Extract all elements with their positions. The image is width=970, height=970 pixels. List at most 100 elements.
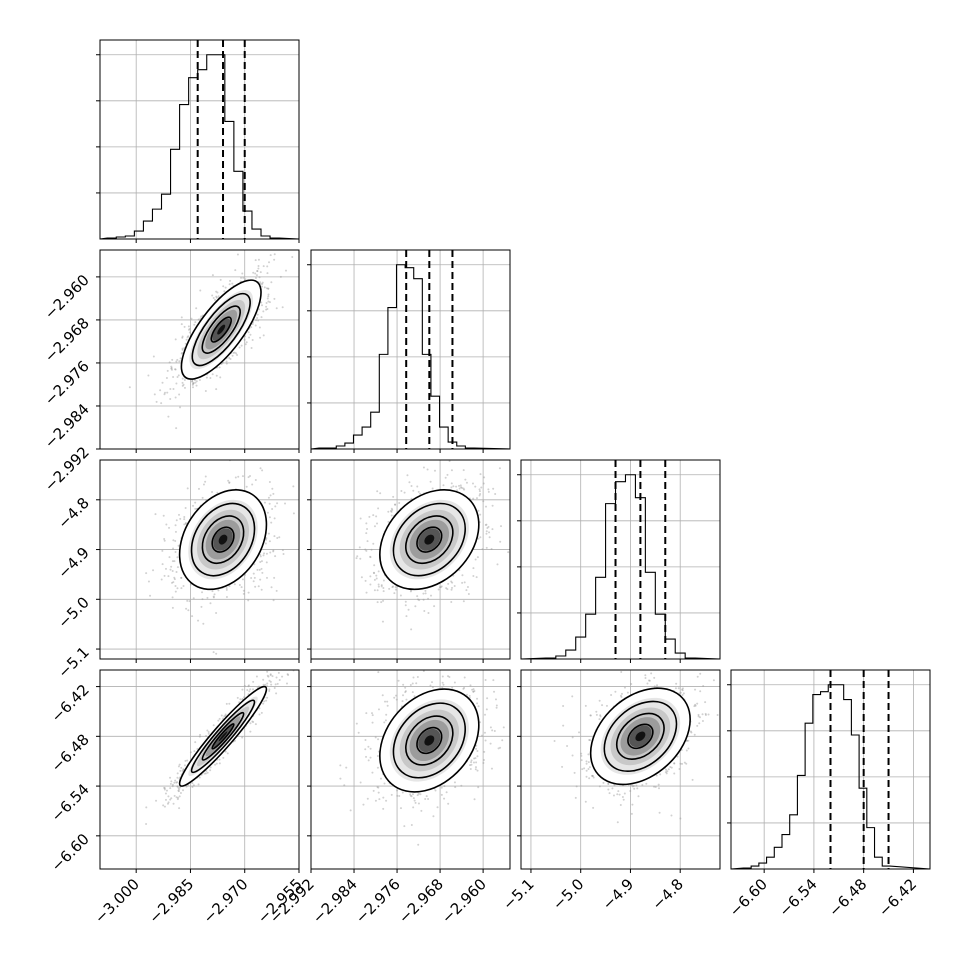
- sample-point: [665, 768, 668, 771]
- sample-point: [436, 806, 439, 809]
- sample-point: [202, 622, 205, 625]
- sample-point: [275, 676, 278, 679]
- sample-point: [183, 518, 186, 521]
- sample-point: [358, 546, 361, 549]
- sample-point: [163, 787, 166, 790]
- sample-point: [439, 586, 442, 589]
- sample-point: [408, 481, 411, 484]
- sample-point: [176, 358, 179, 361]
- panel-frame: [310, 249, 511, 450]
- sample-point: [258, 568, 261, 571]
- sample-point: [176, 772, 179, 775]
- sample-point: [367, 759, 370, 762]
- sample-point: [485, 530, 488, 533]
- sample-point: [474, 558, 477, 561]
- sample-point: [373, 525, 376, 528]
- sample-point: [382, 599, 385, 602]
- sample-point: [223, 715, 226, 718]
- sample-point: [197, 619, 200, 622]
- sample-point: [262, 678, 265, 681]
- contour-line: [201, 515, 245, 565]
- histogram-step-line: [310, 264, 511, 450]
- sample-point: [265, 308, 268, 311]
- sample-point: [389, 510, 392, 513]
- sample-point: [381, 694, 384, 697]
- sample-point: [181, 335, 184, 338]
- sample-point: [377, 791, 380, 794]
- sample-point: [382, 579, 385, 582]
- sample-point: [261, 571, 264, 574]
- sample-point: [459, 484, 462, 487]
- sample-point: [417, 598, 420, 601]
- sample-point: [423, 610, 426, 613]
- sample-point: [180, 316, 183, 319]
- sample-point: [349, 809, 352, 812]
- sample-point: [431, 686, 434, 689]
- sample-point: [411, 682, 414, 685]
- panel-frame: [99, 39, 300, 240]
- sample-point: [231, 282, 234, 285]
- contour-line: [201, 305, 241, 354]
- sample-point: [482, 761, 485, 764]
- sample-point: [176, 785, 179, 788]
- sample-point: [262, 334, 265, 337]
- sample-point: [494, 493, 497, 496]
- sample-point: [355, 722, 358, 725]
- sample-point: [215, 652, 218, 655]
- sample-point: [257, 258, 260, 261]
- sample-point: [179, 791, 182, 794]
- sample-point: [425, 795, 428, 798]
- panel-frame: [310, 669, 511, 870]
- sample-point: [424, 798, 427, 801]
- sample-point: [489, 742, 492, 745]
- sample-point: [152, 355, 155, 358]
- sample-point: [192, 382, 195, 385]
- sample-point: [223, 290, 226, 293]
- sample-point: [187, 335, 190, 338]
- density-fill: [218, 534, 228, 545]
- sample-point: [261, 469, 264, 472]
- sample-point: [212, 596, 215, 599]
- sample-point: [228, 356, 231, 359]
- sample-point: [258, 326, 261, 329]
- sample-point: [194, 501, 197, 504]
- sample-point: [687, 739, 690, 742]
- sample-point: [236, 696, 239, 699]
- sample-point: [193, 750, 196, 753]
- sample-point: [446, 675, 449, 678]
- sample-point: [400, 489, 403, 492]
- sample-point: [174, 779, 177, 782]
- sample-point: [267, 293, 270, 296]
- sample-point: [571, 736, 574, 739]
- sample-point: [495, 704, 498, 707]
- sample-point: [180, 576, 183, 579]
- sample-point: [390, 514, 393, 517]
- sample-point: [228, 702, 231, 705]
- sample-point: [698, 722, 701, 725]
- sample-point: [225, 588, 228, 591]
- sample-point: [186, 336, 189, 339]
- sample-point: [178, 360, 181, 363]
- sample-point: [194, 381, 197, 384]
- sample-point: [479, 492, 482, 495]
- sample-point: [377, 786, 380, 789]
- sample-point: [380, 584, 383, 587]
- sample-point: [270, 521, 273, 524]
- sample-point: [469, 767, 472, 770]
- sample-point: [207, 732, 210, 735]
- sample-point: [416, 675, 419, 678]
- sample-point: [369, 583, 372, 586]
- density-fill: [218, 731, 228, 742]
- sample-point: [478, 490, 481, 493]
- sample-point: [270, 281, 273, 284]
- sample-point: [401, 791, 404, 794]
- sample-point: [410, 628, 413, 631]
- sample-point: [171, 358, 174, 361]
- sample-point: [275, 589, 278, 592]
- sample-point: [399, 807, 402, 810]
- sample-point: [266, 670, 269, 673]
- sample-point: [215, 296, 218, 299]
- sample-point: [207, 731, 210, 734]
- sample-point: [274, 683, 277, 686]
- sample-point: [461, 486, 464, 489]
